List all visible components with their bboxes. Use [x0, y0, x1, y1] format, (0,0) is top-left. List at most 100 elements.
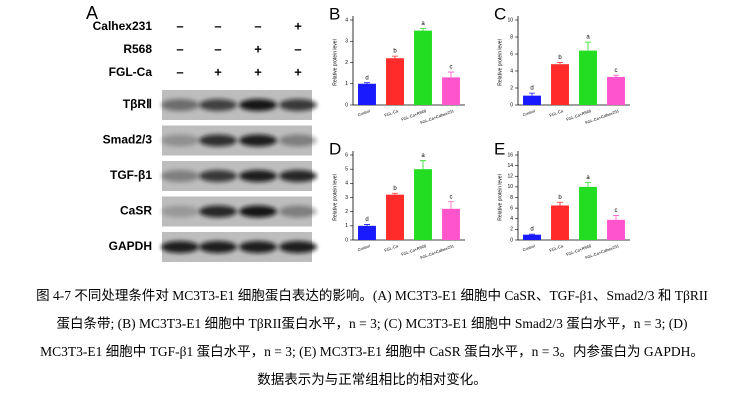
error-bar [420, 160, 426, 170]
error-bar [392, 192, 398, 195]
blot-band [161, 99, 199, 111]
x-tick-label: FGL-Ca [384, 108, 400, 118]
significance-letter: c [450, 65, 453, 71]
error-bar [364, 82, 370, 84]
significance-letter: d [365, 75, 368, 81]
x-tick-label: FGL-Ca [549, 243, 565, 253]
bar [358, 83, 376, 105]
y-tick-label: 5 [345, 166, 348, 172]
chart-title: E [494, 139, 505, 158]
x-tick-label: Control [357, 243, 371, 252]
y-tick-label: 6 [510, 51, 513, 57]
blot-band [161, 170, 199, 182]
x-tick-label: Control [522, 108, 536, 117]
treatment-sign: + [214, 64, 222, 79]
treatment-sign: – [254, 18, 261, 33]
y-axis-label: Relative protein level [332, 174, 338, 220]
error-bar [557, 62, 563, 65]
significance-letter: c [615, 208, 618, 214]
significance-letter: c [615, 68, 618, 74]
y-tick-label: 4 [345, 181, 348, 187]
y-tick-label: 6 [345, 152, 348, 158]
significance-letter: a [421, 21, 425, 27]
treatment-sign: – [176, 18, 183, 33]
bar [579, 186, 597, 240]
y-tick-label: 4 [510, 68, 513, 74]
caption-line: 图 4-7 不同处理条件对 MC3T3-E1 细胞蛋白表达的影响。(A) MC3… [36, 287, 708, 303]
error-bar [529, 233, 535, 235]
bar [414, 169, 432, 240]
error-bar [529, 92, 535, 96]
y-tick-label: 1 [345, 223, 348, 229]
treatment-sign: + [294, 64, 302, 79]
treatment-label: R568 [123, 42, 152, 56]
y-tick-label: 8 [510, 195, 513, 201]
bar [386, 194, 404, 240]
error-bar [585, 182, 591, 187]
blot-band [161, 205, 199, 218]
x-tick-label: FGL-Ca [549, 108, 565, 118]
y-tick-label: 2 [510, 85, 513, 91]
y-tick-label: 3 [345, 39, 348, 45]
y-tick-label: 4 [510, 216, 513, 222]
bar [607, 219, 625, 240]
y-tick-label: 0 [510, 102, 513, 108]
panel-label: A [86, 3, 98, 23]
error-bar [557, 201, 563, 206]
y-axis-label: Relative protein level [497, 174, 503, 220]
caption-line: MC3T3-E1 细胞中 TGF-β1 蛋白水平，n = 3; (E) MC3T… [40, 343, 704, 359]
caption-line: 蛋白条带; (B) MC3T3-E1 细胞中 TβRII蛋白水平，n = 3; … [56, 315, 687, 331]
y-tick-label: 1 [345, 81, 348, 87]
blot-band [199, 205, 237, 218]
significance-letter: b [393, 186, 397, 192]
bar [551, 64, 569, 105]
bar [551, 205, 569, 240]
chart-title: D [329, 139, 341, 158]
significance-letter: a [586, 35, 590, 41]
significance-letter: b [393, 49, 397, 55]
bar [386, 58, 404, 105]
protein-label: TβRⅡ [123, 97, 152, 111]
treatment-sign: + [294, 18, 302, 33]
treatment-label: Calhex231 [93, 19, 153, 33]
significance-letter: a [421, 153, 425, 159]
y-tick-label: 2 [345, 209, 348, 215]
protein-label: GAPDH [109, 239, 152, 253]
bar [523, 234, 541, 240]
treatment-sign: – [294, 41, 301, 56]
error-bar [448, 201, 454, 209]
y-tick-label: 10 [507, 17, 513, 23]
blot-band [161, 241, 199, 253]
error-bar [448, 71, 454, 78]
blot-band [279, 134, 317, 147]
blot-band [199, 170, 237, 182]
x-tick-label: Control [522, 243, 536, 252]
y-tick-label: 10 [507, 184, 513, 190]
blot-band [199, 99, 237, 111]
y-tick-label: 0 [510, 237, 513, 243]
blot-band [239, 170, 277, 182]
y-tick-label: 0 [345, 102, 348, 108]
treatment-sign: – [214, 18, 221, 33]
caption-line: 数据表示为与正常组相比的相对变化。 [257, 372, 487, 387]
error-bar [392, 55, 398, 59]
bar [442, 208, 460, 240]
y-tick-label: 3 [345, 195, 348, 201]
blot-band [279, 170, 317, 182]
protein-label: CaSR [120, 204, 152, 218]
blot-band [199, 134, 237, 147]
error-bar [613, 74, 619, 77]
chart-title: C [494, 4, 506, 23]
y-tick-label: 8 [510, 34, 513, 40]
y-tick-label: 0 [345, 237, 348, 243]
y-tick-label: 14 [507, 163, 513, 169]
chart-title: B [329, 4, 340, 23]
y-tick-label: 12 [507, 174, 513, 180]
significance-letter: c [450, 194, 453, 200]
blot-band [279, 99, 317, 111]
error-bar [613, 215, 619, 220]
treatment-label: FGL-Ca [109, 65, 153, 79]
significance-letter: d [365, 217, 368, 223]
blot-band [279, 205, 317, 218]
